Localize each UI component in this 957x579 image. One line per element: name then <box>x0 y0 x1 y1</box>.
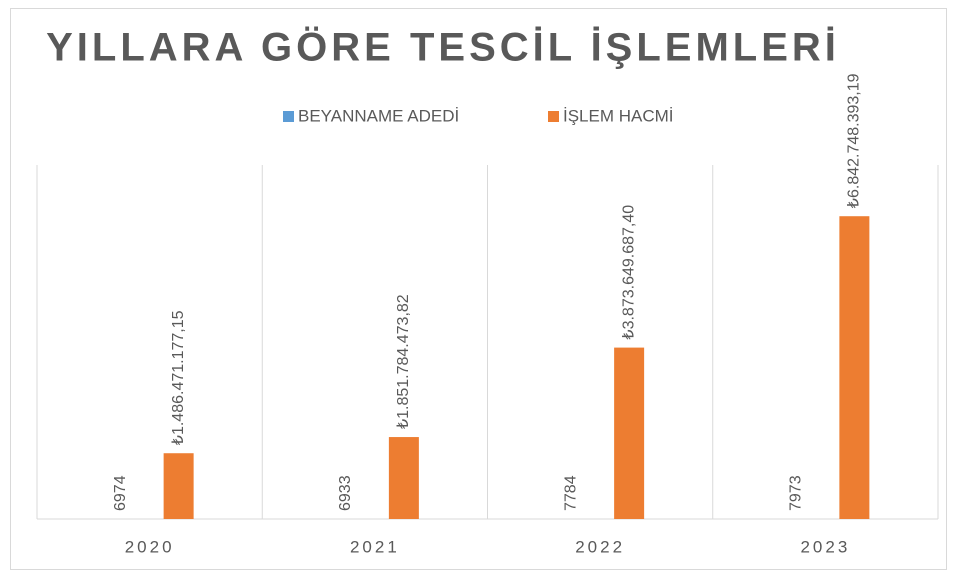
legend-swatch <box>283 111 294 122</box>
bar <box>388 437 419 519</box>
data-label: ₺1.851.784.473,82 <box>395 294 412 429</box>
data-label: ₺1.486.471.177,15 <box>170 310 187 445</box>
data-label: ₺6.842.748.393,19 <box>846 73 863 208</box>
x-tick-label: 2021 <box>350 537 400 556</box>
bar <box>839 216 870 520</box>
data-label: 7784 <box>562 475 579 511</box>
data-label: ₺3.873.649.687,40 <box>620 205 637 340</box>
x-tick-label: 2022 <box>575 537 625 556</box>
data-label: 6933 <box>337 475 354 511</box>
chart-title: YILLARA GÖRE TESCİL İŞLEMLERİ <box>46 25 840 70</box>
legend-swatch <box>548 111 559 122</box>
chart-border <box>10 8 947 570</box>
data-label: 6974 <box>112 475 129 511</box>
bar <box>163 453 194 519</box>
x-tick-label: 2020 <box>125 537 175 556</box>
legend-label: İŞLEM HACMİ <box>563 106 674 125</box>
x-tick-label: 2023 <box>800 537 850 556</box>
bar <box>614 347 645 519</box>
data-label: 7973 <box>788 475 805 511</box>
legend-label: BEYANNAME ADEDİ <box>298 106 459 125</box>
